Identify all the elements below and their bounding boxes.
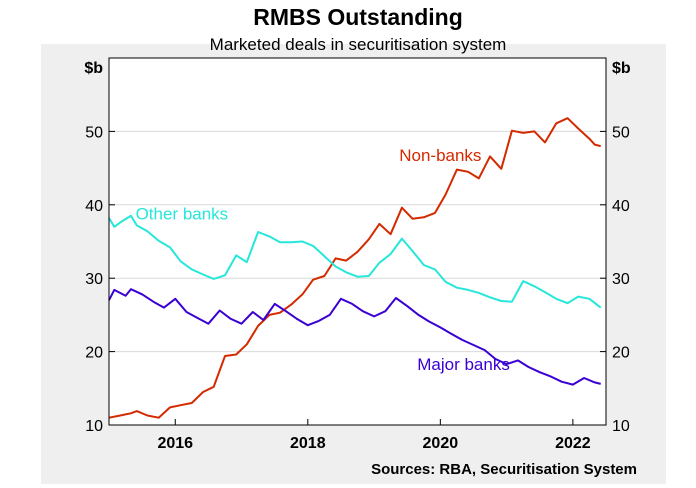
x-tick-label: 2016 <box>157 435 193 452</box>
series-labels: Non-banks Other banks Major banks <box>136 146 510 374</box>
source-note: Sources: RBA, Securitisation System <box>371 461 637 478</box>
series-label-major-banks: Major banks <box>417 355 510 374</box>
series-label-non-banks: Non-banks <box>399 146 481 165</box>
x-axis-ticks: 2016 2018 2020 2022 <box>157 419 591 452</box>
y-tick-label-left: 40 <box>85 198 103 215</box>
chart-subtitle: Marketed deals in securitisation system <box>210 35 507 54</box>
y-tick-label-right: 20 <box>612 345 630 362</box>
gridlines <box>109 130 606 353</box>
x-tick-label: 2020 <box>423 435 459 452</box>
y-axis-unit-right: $b <box>612 60 631 77</box>
y-axis-unit-left: $b <box>84 60 103 77</box>
y-axis-ticks: 10 10 20 20 30 30 40 40 50 50 <box>85 124 630 435</box>
y-tick-label-left: 10 <box>85 418 103 435</box>
x-tick-label: 2018 <box>290 435 326 452</box>
y-tick-label-right: 30 <box>612 271 630 288</box>
plot-frame <box>108 57 607 426</box>
x-tick-label: 2022 <box>555 435 591 452</box>
series-line-non-banks <box>108 117 601 419</box>
y-tick-label-right: 40 <box>612 198 630 215</box>
chart-title: RMBS Outstanding <box>253 4 463 30</box>
series-line-other-banks <box>108 214 602 309</box>
plot-background <box>109 58 606 425</box>
y-tick-label-right: 50 <box>612 124 630 141</box>
y-tick-label-left: 50 <box>85 124 103 141</box>
series-lines <box>108 117 602 419</box>
series-label-other-banks: Other banks <box>136 204 229 223</box>
y-tick-label-left: 30 <box>85 271 103 288</box>
series-line-major-banks <box>108 288 601 386</box>
y-tick-label-right: 10 <box>612 418 630 435</box>
y-tick-label-left: 20 <box>85 345 103 362</box>
